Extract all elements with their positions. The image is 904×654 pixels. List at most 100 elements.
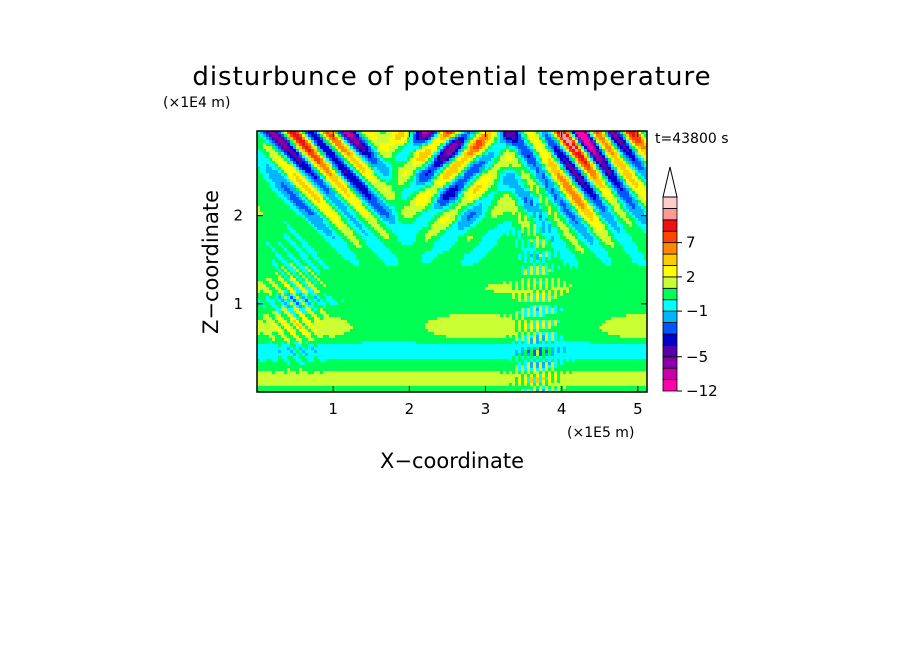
- contour-cell: [575, 230, 579, 234]
- contour-cell: [572, 176, 576, 180]
- contour-cell: [311, 245, 333, 249]
- contour-cell: [413, 152, 417, 156]
- contour-cell: [464, 137, 468, 141]
- contour-cell: [623, 182, 627, 186]
- contour-cell: [521, 269, 525, 273]
- contour-cell: [317, 320, 321, 324]
- contour-cell: [635, 167, 639, 171]
- contour-cell: [578, 242, 585, 246]
- contour-cell: [377, 218, 381, 222]
- contour-cell: [524, 296, 528, 300]
- contour-cell: [308, 185, 312, 189]
- contour-cell: [515, 368, 519, 372]
- contour-cell: [443, 197, 450, 201]
- contour-cell: [317, 200, 321, 204]
- contour-cell: [461, 149, 465, 153]
- contour-cell: [473, 143, 477, 147]
- contour-cell: [536, 347, 540, 351]
- contour-cell: [257, 299, 261, 303]
- contour-cell: [389, 167, 393, 171]
- contour-cell: [278, 257, 285, 261]
- contour-cell: [263, 146, 273, 150]
- contour-cell: [392, 155, 396, 159]
- contour-cell: [464, 194, 468, 198]
- contour-cell: [278, 317, 282, 321]
- contour-cell: [470, 137, 474, 141]
- contour-cell: [557, 143, 561, 147]
- contour-cell: [524, 206, 540, 210]
- contour-cell: [257, 317, 264, 321]
- contour-cell: [329, 266, 522, 270]
- contour-cell: [257, 248, 273, 252]
- contour-cell: [644, 164, 647, 168]
- contour-cell: [623, 200, 627, 204]
- contour-cell: [344, 176, 348, 180]
- contour-cell: [482, 236, 501, 240]
- contour-cell: [260, 332, 264, 336]
- contour-cell: [578, 236, 585, 240]
- contour-cell: [317, 167, 321, 171]
- plot-frame: [256, 130, 648, 393]
- contour-cell: [470, 227, 495, 231]
- contour-cell: [596, 254, 609, 258]
- contour-cell: [428, 143, 432, 147]
- contour-cell: [314, 278, 318, 282]
- contour-cell: [290, 146, 294, 150]
- contour-cell: [296, 359, 303, 363]
- contour-cell: [425, 146, 438, 150]
- contour-cell: [296, 266, 300, 270]
- contour-cell: [494, 164, 510, 168]
- contour-cell: [518, 218, 522, 222]
- contour-cell: [314, 275, 318, 279]
- contour-cell: [548, 335, 552, 339]
- contour-cell: [296, 257, 303, 261]
- contour-cell: [413, 158, 417, 162]
- contour-cell: [314, 332, 345, 336]
- contour-cell: [452, 155, 456, 159]
- contour-cell: [323, 173, 327, 177]
- contour-cell: [446, 161, 450, 165]
- contour-cell: [269, 131, 276, 135]
- contour-cell: [311, 281, 315, 285]
- contour-cell: [539, 362, 543, 366]
- contour-cell: [605, 185, 609, 189]
- contour-cell: [293, 263, 297, 267]
- contour-cell: [539, 167, 543, 171]
- contour-cell: [614, 164, 618, 168]
- contour-cell: [461, 140, 465, 144]
- contour-cell: [386, 224, 429, 228]
- contour-cell: [308, 131, 315, 135]
- contour-cell: [617, 194, 621, 198]
- contour-cell: [494, 143, 507, 147]
- contour-cell: [542, 194, 549, 198]
- contour-cell: [302, 338, 309, 342]
- contour-cell: [422, 143, 426, 147]
- contour-cell: [467, 131, 471, 135]
- contour-cell: [461, 215, 468, 219]
- contour-cell: [530, 284, 534, 288]
- contour-cell: [410, 200, 417, 204]
- contour-cell: [257, 347, 288, 351]
- contour-cell: [530, 242, 534, 246]
- contour-cell: [281, 155, 285, 159]
- contour-cell: [413, 173, 417, 177]
- contour-cell: [302, 185, 309, 189]
- contour-cell: [467, 137, 471, 141]
- contour-cell: [446, 221, 453, 225]
- contour-cell: [542, 209, 549, 213]
- contour-cell: [605, 158, 609, 162]
- contour-cell: [443, 188, 447, 192]
- contour-cell: [347, 221, 354, 225]
- contour-cell: [533, 311, 537, 315]
- colorbar-swatch-3: [662, 344, 678, 358]
- contour-cell: [257, 194, 279, 198]
- contour-cell: [371, 197, 378, 201]
- contour-cell: [545, 284, 549, 288]
- contour-cell: [542, 284, 546, 288]
- contour-cell: [308, 266, 312, 270]
- contour-cell: [284, 140, 288, 144]
- contour-cell: [638, 179, 642, 183]
- contour-cell: [308, 221, 312, 225]
- contour-cell: [545, 338, 549, 342]
- contour-cell: [554, 293, 558, 297]
